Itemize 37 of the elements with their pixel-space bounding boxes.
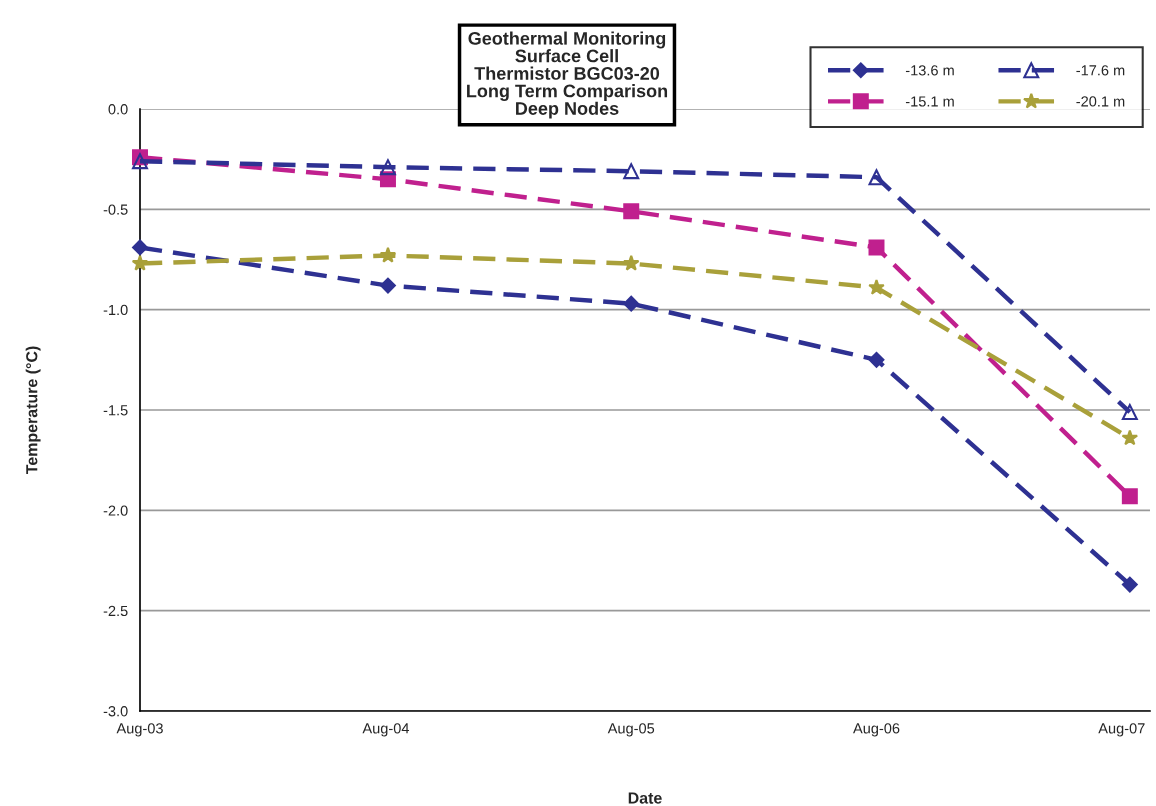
- point: [622, 254, 640, 271]
- point: [868, 169, 885, 186]
- point: [132, 239, 148, 256]
- y-tick-label: 0.0: [108, 104, 128, 115]
- y-tick-label: -2.5: [103, 605, 128, 617]
- point: [380, 277, 396, 294]
- point: [132, 153, 148, 170]
- y-tick-label: -1.0: [103, 304, 128, 316]
- point: [868, 351, 885, 368]
- point: [623, 203, 640, 220]
- chart-title: Geothermal Monitoring Surface Cell Thermistor BGC03-20 Long Term Comparison Deep Nodes: [467, 31, 668, 119]
- point: [131, 254, 149, 271]
- x-tick-label: Aug-07: [1098, 723, 1145, 737]
- point: [1121, 576, 1138, 593]
- y-axis-title: Temperature (°C): [25, 346, 41, 475]
- y-tick-label: -1.5: [103, 405, 128, 416]
- x-tick-label: Aug-03: [116, 723, 163, 737]
- x-tick-label: Aug-06: [853, 723, 900, 737]
- x-tick-label: Aug-04: [362, 723, 410, 737]
- legend-label: -20.1 m: [1076, 96, 1125, 107]
- point: [1121, 404, 1138, 420]
- point: [623, 295, 640, 312]
- x-tick-label: Aug-05: [607, 723, 655, 737]
- legend-label: -17.6 m: [1076, 65, 1125, 76]
- point: [623, 163, 640, 180]
- point: [1121, 488, 1138, 505]
- y-tick-label: -2.0: [103, 505, 128, 516]
- y-tick-label: -3.0: [103, 706, 128, 717]
- x-axis-title: Date: [628, 792, 662, 804]
- y-tick-label: -0.5: [103, 204, 128, 215]
- point: [379, 246, 397, 263]
- point: [1121, 429, 1139, 446]
- legend-label: -13.6 m: [905, 65, 954, 76]
- point: [379, 159, 396, 176]
- point: [868, 278, 885, 295]
- point: [868, 239, 885, 256]
- legend-label: -15.1 m: [905, 96, 954, 107]
